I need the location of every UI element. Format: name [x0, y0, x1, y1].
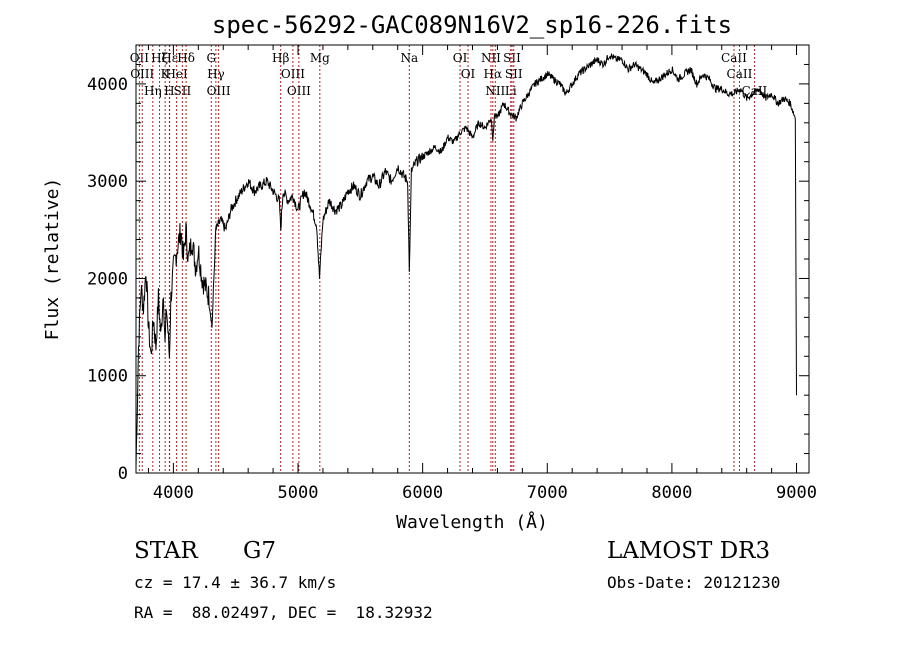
- line-label: SII: [505, 67, 523, 81]
- line-label: CaII: [721, 51, 747, 65]
- y-axis-label: Flux (relative): [42, 178, 63, 341]
- plot-frame: [135, 44, 810, 474]
- object-class: STAR: [134, 538, 198, 564]
- line-label: OI: [461, 67, 476, 81]
- line-label: G: [206, 51, 216, 65]
- line-label: Hη: [144, 84, 162, 98]
- line-label: OIII: [287, 84, 311, 98]
- line-label: Hδ: [177, 51, 195, 65]
- line-label: Li: [505, 84, 517, 98]
- line-label: OIII: [130, 67, 154, 81]
- line-label: NII: [481, 51, 501, 65]
- y-tick-label: 1000: [87, 367, 128, 387]
- line-label: Hγ: [207, 67, 225, 81]
- line-label: Hα: [484, 67, 503, 81]
- x-tick-label: 9000: [776, 483, 817, 503]
- coordinates: RA = 88.02497, DEC = 18.32932: [134, 603, 433, 622]
- x-axis-ticks: 4000 5000 6000 7000 8000 9000: [147, 45, 817, 503]
- line-label: CaII: [727, 67, 753, 81]
- x-tick-label: 8000: [651, 483, 692, 503]
- line-label: HeI: [165, 67, 188, 81]
- x-tick-label: 7000: [527, 483, 568, 503]
- line-label: OII: [130, 51, 150, 65]
- x-tick-label: 5000: [278, 483, 319, 503]
- line-label: Hε: [161, 51, 178, 65]
- obs-date: Obs-Date: 20121230: [607, 573, 781, 592]
- series-layer: [135, 53, 797, 469]
- chart-title: spec-56292-GAC089N16V2_sp16-226.fits: [212, 11, 732, 39]
- x-axis-label: Wavelength (Å): [396, 511, 548, 533]
- y-tick-label: 3000: [87, 172, 128, 192]
- spectrum-line: [135, 53, 797, 469]
- line-label: Na: [400, 51, 418, 65]
- line-label: Mg: [310, 51, 330, 65]
- line-label: OIII: [207, 84, 231, 98]
- y-tick-label: 4000: [87, 75, 128, 95]
- x-tick-label: 4000: [153, 483, 194, 503]
- line-label: Hβ: [272, 51, 289, 65]
- survey-name: LAMOST DR3: [607, 538, 771, 564]
- line-label: Hζ: [151, 51, 168, 65]
- x-tick-label: 6000: [402, 483, 443, 503]
- redshift-text: cz = 17.4 ± 36.7 km/s: [134, 573, 337, 592]
- object-subclass: G7: [243, 538, 277, 564]
- y-tick-label: 2000: [87, 269, 128, 289]
- emission-lines-layer: OIIOIIIHηHζKHHεHeISIIHδGHγOIIIHβOIIIOIII…: [130, 45, 768, 473]
- line-label: SII: [503, 51, 521, 65]
- y-axis-ticks: 0 1000 2000 3000 4000: [87, 44, 809, 484]
- line-label: K: [161, 67, 171, 81]
- line-label: OI: [453, 51, 468, 65]
- line-label: OIII: [281, 67, 305, 81]
- line-label: NII: [485, 84, 505, 98]
- y-tick-label: 0: [118, 464, 128, 484]
- line-label: SII: [174, 84, 192, 98]
